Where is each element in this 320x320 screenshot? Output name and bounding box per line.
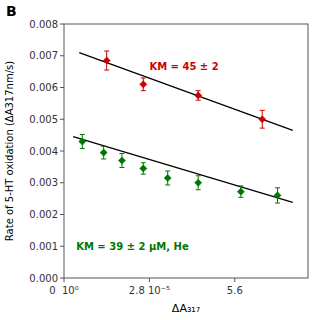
fit-line	[73, 137, 293, 203]
x-axis-label: ΔA₃₁₇	[172, 302, 200, 315]
point	[164, 174, 171, 181]
x-tick	[234, 278, 235, 282]
point	[118, 157, 125, 164]
point	[100, 149, 107, 156]
point	[140, 81, 147, 88]
y-tick-label: 0.006	[29, 82, 58, 93]
point	[140, 165, 147, 172]
fit-line	[79, 53, 293, 131]
x-tick	[64, 278, 65, 282]
y-tick	[60, 214, 64, 215]
y-tick-label: 0.000	[29, 273, 58, 284]
x-tick-label: 5.6	[227, 285, 243, 296]
annotation: KM = 39 ± 2 μM, He	[76, 241, 189, 252]
title: B	[6, 3, 17, 19]
marks	[73, 51, 293, 203]
y-tick-label: 0.002	[29, 209, 58, 220]
y-tick-label: 0.007	[29, 50, 58, 61]
y-axis: 0.000 0.001 0.002 0.003 0.004 0.005 0.006 0.007…	[29, 19, 64, 284]
y-tick	[60, 246, 64, 247]
x-axis: 0 10⁰ 2.8 10⁻⁵ 5.6	[49, 278, 242, 296]
point	[259, 116, 266, 123]
y-tick-label: 0.005	[29, 114, 58, 125]
annotation: KM = 45 ± 2	[149, 61, 218, 72]
y-tick	[60, 119, 64, 120]
y-tick	[60, 182, 64, 183]
point	[195, 179, 202, 186]
y-tick	[60, 24, 64, 25]
y-tick-label: 0.008	[29, 19, 58, 30]
annotations: KM = 45 ± 2 KM = 39 ± 2 μM, He	[76, 61, 218, 252]
point	[79, 138, 86, 145]
y-tick	[60, 87, 64, 88]
y-tick	[60, 151, 64, 152]
y-axis-label: Rate of 5-HT oxidation (ΔA317nm/s)	[4, 61, 15, 241]
y-tick-label: 0.004	[29, 146, 58, 157]
y-tick-label: 0.003	[29, 177, 58, 188]
point	[103, 57, 110, 64]
point	[274, 192, 281, 199]
x-tick-label: 2.8 10⁻⁵	[129, 285, 170, 296]
x-tick-label: 0 10⁰	[49, 285, 78, 296]
point	[195, 92, 202, 99]
y-tick	[60, 278, 64, 279]
y-tick-label: 0.001	[29, 241, 58, 252]
chart: B0.0000.0010.0020.0030.0040.0050.0060.00…	[0, 0, 320, 320]
plot-frame	[64, 24, 308, 278]
x-tick	[149, 278, 150, 282]
y-tick	[60, 55, 64, 56]
point	[237, 188, 244, 195]
